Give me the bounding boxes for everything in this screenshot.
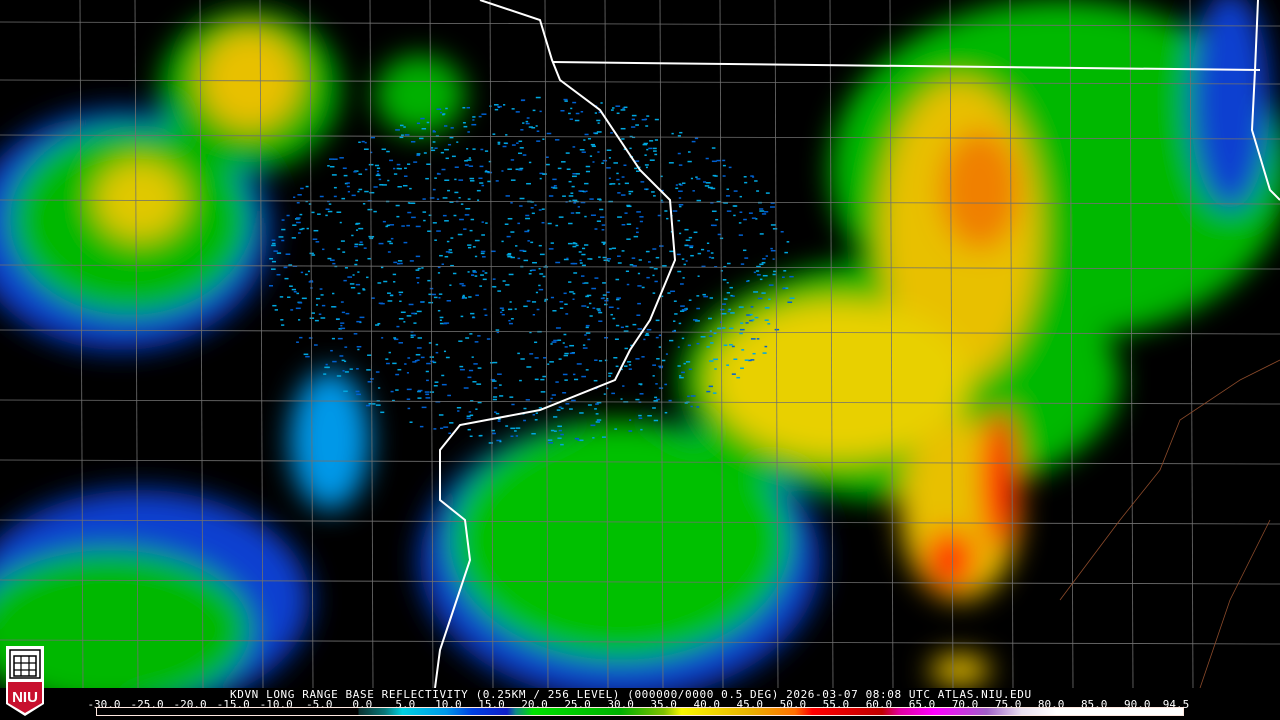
product-title: KDVN LONG RANGE BASE REFLECTIVITY (0.25K… — [230, 688, 1032, 701]
niu-logo: NIU — [6, 646, 44, 716]
logo-text: NIU — [12, 689, 38, 706]
river-lines — [1059, 359, 1280, 688]
reflectivity-echoes — [0, 0, 1280, 688]
reflectivity-colorbar — [96, 707, 1184, 716]
county-lines — [0, 0, 1280, 688]
state-borders — [434, 0, 1280, 688]
radar-map — [0, 0, 1280, 688]
